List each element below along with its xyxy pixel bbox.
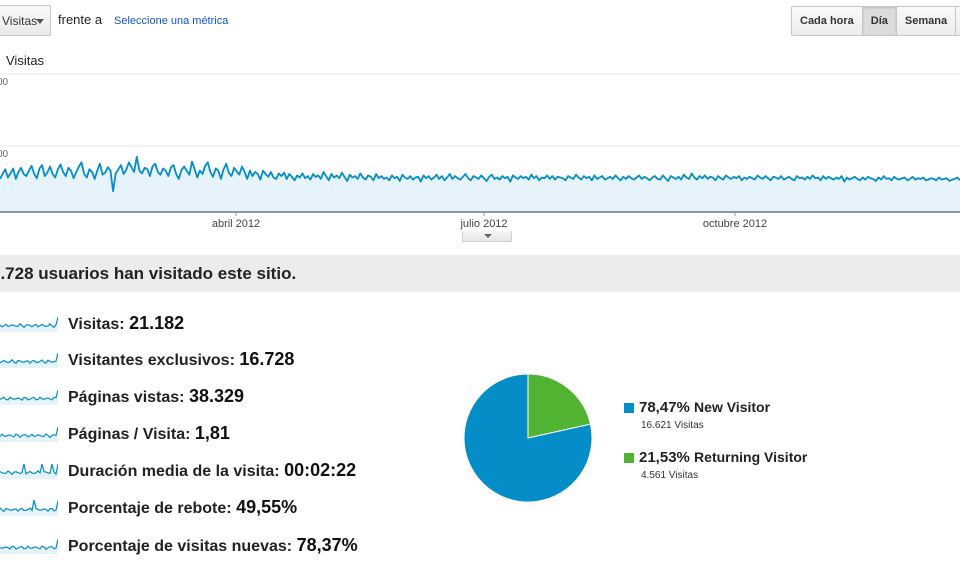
granularity-week-button[interactable]: Semana bbox=[896, 7, 957, 35]
select-metric-link[interactable]: Seleccione una métrica bbox=[114, 15, 229, 27]
x-tick-label: octubre 2012 bbox=[703, 218, 767, 230]
metric-label: Visitantes exclusivos: 16.728 bbox=[68, 349, 295, 369]
metric-sparkline bbox=[0, 463, 58, 479]
metric-row[interactable]: Páginas / Visita: 1,81 bbox=[0, 420, 420, 444]
granularity-day-button[interactable]: Día bbox=[862, 7, 897, 35]
summary-title: 6.728 usuarios han visitado este sitio. bbox=[0, 264, 297, 283]
metric-label: Porcentaje de rebote: 49,55% bbox=[68, 497, 298, 517]
metric-sparkline bbox=[0, 316, 58, 332]
vs-label: frente a bbox=[58, 12, 103, 27]
metric-label: Páginas / Visita: 1,81 bbox=[68, 423, 230, 443]
metric-sparkline bbox=[0, 426, 58, 442]
legend-visits: 4.561 Visitas bbox=[641, 470, 699, 481]
y-tick-label: 00 bbox=[0, 149, 9, 160]
pie-slice-new-visitor bbox=[463, 373, 593, 503]
metric-value: 78,37% bbox=[296, 535, 358, 555]
visits-over-time-chart: 00 00 abril 2012 julio 2012 octubre 2012 bbox=[0, 73, 960, 230]
metric-row[interactable]: Porcentaje de visitas nuevas: 78,37% bbox=[0, 532, 420, 556]
metric-value: 16.728 bbox=[239, 349, 295, 369]
metric-label: Porcentaje de visitas nuevas: 78,37% bbox=[68, 535, 358, 555]
metric-value: 38.329 bbox=[188, 386, 245, 406]
metric-row[interactable]: Porcentaje de rebote: 49,55% bbox=[0, 494, 420, 518]
metric-sparkline bbox=[0, 389, 58, 405]
legend-swatch bbox=[624, 403, 634, 413]
chart-expand-button[interactable] bbox=[462, 231, 512, 242]
metric-row[interactable]: Visitas: 21.182 bbox=[0, 310, 420, 334]
legend-swatch bbox=[624, 453, 634, 463]
chevron-down-icon bbox=[36, 19, 44, 24]
x-tick-label: julio 2012 bbox=[459, 218, 507, 230]
metric-sparkline bbox=[0, 352, 58, 368]
chart-legend: Visitas bbox=[6, 53, 45, 68]
metric-label: Páginas vistas: 38.329 bbox=[68, 386, 245, 406]
pie-slice-returning-visitor bbox=[527, 373, 592, 439]
legend-percentage: 78,47% New Visitor bbox=[639, 399, 771, 416]
y-tick-label: 00 bbox=[0, 77, 9, 88]
metric-value: 00:02:22 bbox=[284, 460, 357, 480]
metric-row[interactable]: Duración media de la visita: 00:02:22 bbox=[0, 457, 420, 481]
series-area-visitas bbox=[0, 156, 960, 212]
metric-row[interactable]: Páginas vistas: 38.329 bbox=[0, 383, 420, 407]
legend-percentage: 21,53% Returning Visitor bbox=[639, 449, 808, 466]
metric-label: Visitas: 21.182 bbox=[68, 313, 185, 333]
summary-band: 6.728 usuarios han visitado este sitio. bbox=[0, 255, 960, 292]
metric-value: 1,81 bbox=[194, 423, 230, 443]
metric-select[interactable]: Visitas bbox=[0, 5, 51, 36]
visitor-type-pie-chart bbox=[463, 373, 593, 503]
metric-select-value: Visitas bbox=[2, 13, 38, 28]
x-tick-label: abril 2012 bbox=[212, 218, 260, 230]
metric-value: 21.182 bbox=[129, 313, 185, 333]
chevron-down-icon bbox=[484, 234, 492, 238]
series-line-visitas bbox=[0, 155, 960, 193]
legend-visits: 16.621 Visitas bbox=[641, 420, 704, 431]
granularity-toggle: Cada hora Día Semana M bbox=[791, 6, 960, 36]
granularity-hourly-button[interactable]: Cada hora bbox=[792, 7, 863, 35]
metric-row[interactable]: Visitantes exclusivos: 16.728 bbox=[0, 346, 420, 370]
granularity-month-button[interactable]: M bbox=[956, 7, 960, 35]
metric-value: 49,55% bbox=[236, 497, 298, 517]
metric-sparkline bbox=[0, 538, 58, 554]
metric-sparkline bbox=[0, 499, 58, 516]
metric-label: Duración media de la visita: 00:02:22 bbox=[68, 460, 357, 480]
